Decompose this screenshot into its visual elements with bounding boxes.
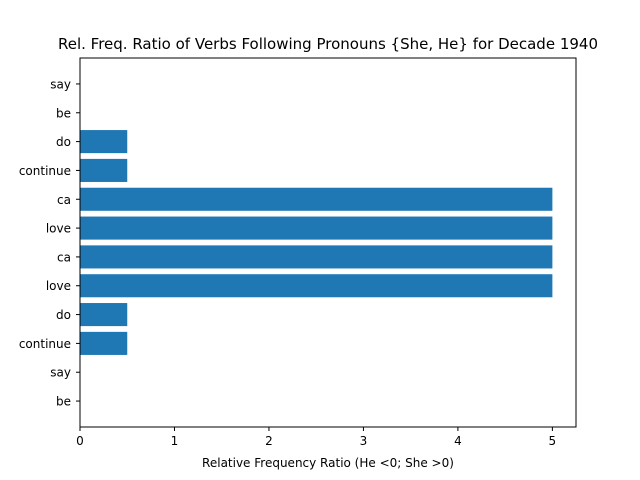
y-tick-label-5: love	[46, 222, 71, 236]
y-tick-label-3: continue	[19, 164, 71, 178]
x-tick-label-4: 4	[454, 434, 462, 448]
x-axis: 0 1 2 3 4 5	[76, 427, 556, 448]
bars-group	[80, 130, 553, 355]
bar-3	[80, 158, 128, 182]
y-tick-label-0: say	[50, 77, 71, 91]
plot-frame	[79, 57, 577, 428]
y-tick-label-9: continue	[19, 337, 71, 351]
x-tick-label-5: 5	[549, 434, 557, 448]
x-tick-label-3: 3	[360, 434, 368, 448]
bar-6	[80, 245, 553, 269]
y-tick-label-2: do	[56, 135, 71, 149]
bar-8	[80, 303, 128, 327]
bar-4	[80, 187, 553, 211]
chart-title: Rel. Freq. Ratio of Verbs Following Pron…	[58, 35, 598, 53]
y-tick-label-11: be	[56, 395, 71, 409]
y-tick-label-6: ca	[57, 250, 71, 264]
bar-9	[80, 331, 128, 355]
x-axis-label: Relative Frequency Ratio (He <0; She >0)	[202, 456, 454, 470]
y-tick-label-7: love	[46, 279, 71, 293]
bar-2	[80, 130, 128, 154]
y-tick-label-8: do	[56, 308, 71, 322]
bar-7	[80, 274, 553, 298]
y-axis: say be do continue ca love ca love do continue say…	[19, 77, 80, 409]
y-tick-label-4: ca	[57, 193, 71, 207]
x-tick-label-1: 1	[171, 434, 179, 448]
x-tick-label-0: 0	[76, 434, 84, 448]
y-tick-label-1: be	[56, 106, 71, 120]
bar-5	[80, 216, 553, 240]
x-tick-label-2: 2	[265, 434, 273, 448]
y-tick-label-10: say	[50, 366, 71, 380]
